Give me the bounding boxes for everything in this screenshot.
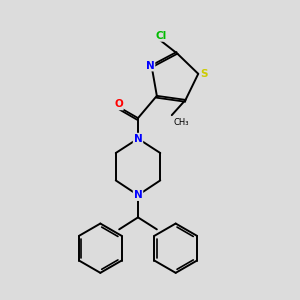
Text: N: N	[134, 134, 142, 144]
Text: N: N	[134, 190, 142, 200]
Text: CH₃: CH₃	[173, 118, 189, 127]
Text: N: N	[146, 61, 154, 70]
Text: O: O	[114, 99, 123, 110]
Text: Cl: Cl	[156, 31, 167, 41]
Text: S: S	[201, 69, 208, 79]
